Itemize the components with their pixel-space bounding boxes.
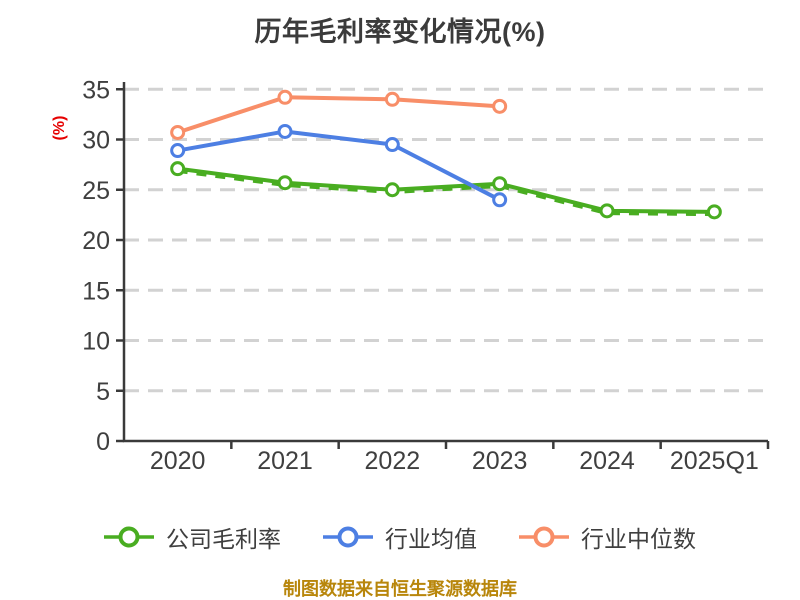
legend-label: 行业中位数: [581, 526, 696, 552]
data-source-note: 制图数据来自恒生聚源数据库: [283, 579, 517, 599]
data-point-公司毛利率-2024: [599, 203, 615, 219]
data-point-行业均值-2021: [277, 123, 293, 139]
legend-marker-icon: [104, 526, 154, 548]
legend-item-公司毛利率[interactable]: 公司毛利率: [104, 520, 281, 554]
y-tick-label-5: 5: [96, 378, 110, 406]
y-tick-label-20: 20: [82, 227, 110, 255]
y-tick-label-30: 30: [82, 127, 110, 155]
legend-marker-icon: [519, 526, 569, 548]
legend: 公司毛利率 行业均值 行业中位数: [0, 520, 800, 554]
data-point-行业中位数-2021: [277, 89, 293, 105]
data-point-行业中位数-2023: [492, 98, 508, 114]
data-point-行业中位数-2020: [170, 124, 186, 140]
legend-label: 公司毛利率: [166, 526, 281, 552]
data-point-公司毛利率-2023: [492, 176, 508, 192]
legend-marker-icon: [323, 526, 373, 548]
data-point-公司毛利率-2025Q1: [706, 204, 722, 220]
x-tick-label-2021: 2021: [257, 447, 313, 475]
y-tick-label-25: 25: [82, 177, 110, 205]
series-line-dashed-overlay-公司毛利率: [177, 169, 715, 217]
y-tick-label-35: 35: [82, 76, 110, 104]
x-tick-label-2022: 2022: [365, 447, 421, 475]
legend-label: 行业均值: [385, 526, 477, 552]
data-point-公司毛利率-2022: [384, 182, 400, 198]
y-tick-label-0: 0: [96, 428, 110, 456]
x-tick-label-2024: 2024: [579, 447, 635, 475]
data-point-公司毛利率-2020: [170, 161, 186, 177]
series-line-行业均值: [175, 129, 502, 202]
data-point-行业中位数-2022: [384, 91, 400, 107]
x-tick-label-2023: 2023: [472, 447, 528, 475]
data-point-行业均值-2020: [170, 143, 186, 159]
series-line-行业中位数: [175, 95, 502, 135]
chart-title: 历年毛利率变化情况(%): [254, 17, 546, 47]
series-line-公司毛利率: [175, 166, 717, 214]
data-point-行业均值-2023: [492, 192, 508, 208]
data-point-公司毛利率-2021: [277, 175, 293, 191]
legend-item-行业中位数[interactable]: 行业中位数: [519, 520, 696, 554]
y-tick-label-15: 15: [82, 277, 110, 305]
x-tick-label-2025Q1: 2025Q1: [670, 447, 759, 475]
data-point-行业均值-2022: [384, 137, 400, 153]
legend-item-行业均值[interactable]: 行业均值: [323, 520, 477, 554]
axis-lines: [122, 82, 768, 443]
x-tick-label-2020: 2020: [150, 447, 206, 475]
y-tick-label-10: 10: [82, 328, 110, 356]
